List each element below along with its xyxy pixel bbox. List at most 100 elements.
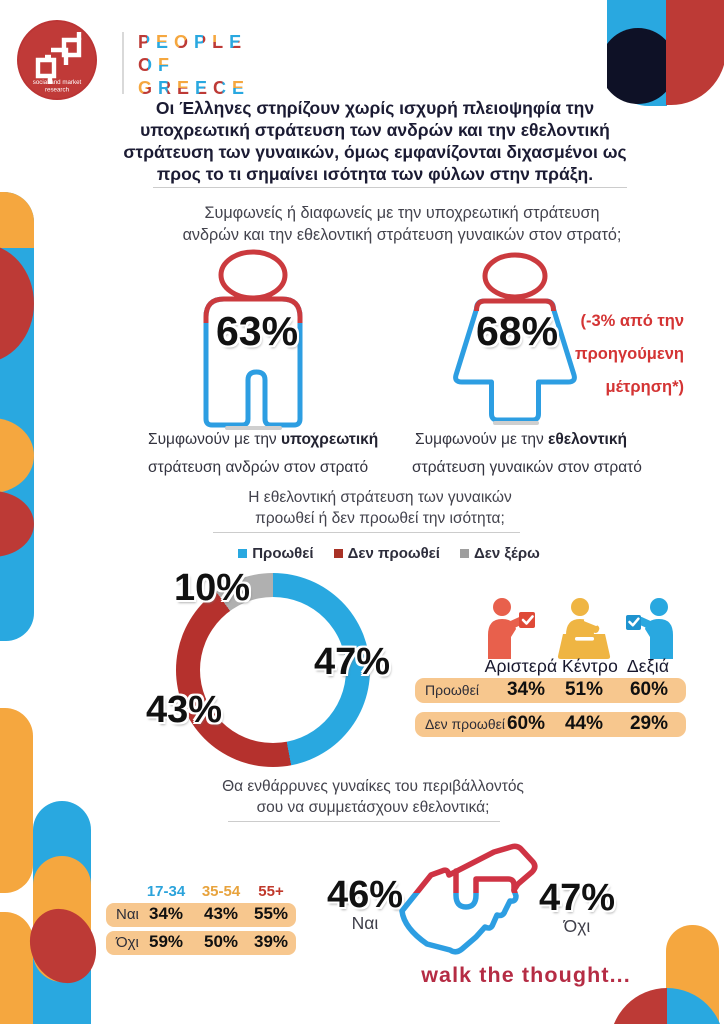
politics-value: 51%: [564, 679, 604, 700]
politics-value: 29%: [629, 713, 669, 734]
wordmark-letter: E: [232, 78, 251, 98]
age-value: 55%: [253, 904, 289, 923]
question-3-line: σου να συμμετάσχουν εθελοντικά;: [256, 799, 490, 816]
question-3-line: Θα ενθάρρυνες γυναίκες του περιβάλλοντός: [222, 778, 524, 795]
note-line: (-3% από την: [580, 312, 684, 330]
question-2-line: προωθεί ή δεν προωθεί την ισότητα;: [255, 510, 505, 527]
question-2: Η εθελοντική στράτευση των γυναικών προω…: [115, 487, 645, 529]
legend-label: Δεν ξέρω: [473, 545, 540, 562]
tagline: walk the thought...: [421, 963, 631, 987]
wordmark-letter: E: [177, 78, 196, 98]
decor-left-orange-block: [0, 192, 34, 248]
question-1-line: Συμφωνείς ή διαφωνείς με την υποχρεωτική…: [204, 204, 600, 222]
age-column-17-34: 17-34: [146, 883, 186, 900]
male-figure-icon: [203, 249, 303, 430]
decor-left-red-blob: [0, 244, 34, 363]
brand-wordmark: PEOPLE OF GREECE: [138, 31, 250, 100]
wordmark-letter: O: [174, 32, 195, 52]
decor-left-red-blob-2: [0, 491, 34, 557]
age-value: 59%: [148, 932, 184, 951]
donut-label-not-promotes: 43%: [145, 689, 223, 731]
age-row-label: Ναι: [116, 906, 139, 923]
headline-line: υποχρεωτική στράτευση των ανδρών και την…: [140, 120, 610, 140]
headline-line: στράτευση των γυναικών, όμως εμφανίζοντα…: [123, 142, 627, 162]
note-line: προηγούμενη: [574, 345, 684, 363]
politics-row-promotes: Προωθεί 34% 51% 60%: [415, 678, 686, 703]
politics-column-left: Αριστερά: [484, 656, 558, 676]
question-2-separator: [213, 532, 520, 533]
qed-logo-icon: social and market research: [17, 20, 97, 100]
female-percentage: 68%: [475, 308, 559, 354]
wordmark-letter: R: [158, 78, 178, 98]
wordmark-letter: P: [138, 32, 157, 52]
age-row-label: Όχι: [116, 934, 139, 951]
female-caption-line2: στράτευση γυναικών στον στρατό: [412, 459, 642, 476]
female-caption: Συμφωνούν με την εθελοντική στράτευση γυ…: [412, 426, 642, 482]
legend-swatch-blue: [238, 549, 248, 558]
decor-topright-red: [666, 0, 724, 105]
age-column-55plus: 55+: [258, 883, 284, 900]
question-1-line: ανδρών και την εθελοντική στράτευση γυνα…: [182, 226, 622, 244]
wordmark-letter: P: [194, 32, 213, 52]
age-value: 50%: [203, 932, 239, 951]
male-caption-line2: στράτευση ανδρών στον στρατό: [148, 459, 369, 476]
politics-row-label: Δεν προωθεί: [425, 716, 505, 732]
legend-item-dont-know: Δεν ξέρω: [459, 545, 540, 562]
legend-label: Δεν προωθεί: [347, 545, 440, 562]
wordmark-line: GREECE: [138, 77, 250, 100]
decor-left-orange-blob: [0, 418, 34, 493]
decor-topright-navy-circle: [607, 28, 667, 104]
decor-bottomleft-orange-strip: [0, 708, 33, 893]
wordmark-letter: F: [158, 55, 176, 75]
wordmark-letter: C: [213, 78, 233, 98]
logo-subtext-1: social and market: [33, 79, 82, 86]
note-line: μέτρηση*): [605, 378, 684, 396]
wordmark-line: OF: [138, 54, 250, 77]
female-figure-icon: [453, 252, 577, 425]
donut-hole: [200, 597, 346, 743]
legend-label: Προωθεί: [252, 545, 314, 562]
wordmark-letter: L: [212, 32, 230, 52]
voter-icon-left: [488, 598, 535, 659]
wordmark-letter: G: [138, 78, 159, 98]
politics-column-right: Δεξιά: [626, 656, 670, 676]
voter-icon-center: [557, 598, 611, 659]
age-value: 34%: [148, 904, 184, 923]
headline: Οι Έλληνες στηρίζουν χωρίς ισχυρή πλειοψ…: [90, 97, 660, 185]
politics-row-label: Προωθεί: [425, 682, 479, 698]
male-caption: Συμφωνούν με την υποχρεωτική στράτευση α…: [148, 426, 378, 482]
politics-column-center: Κέντρο: [561, 656, 619, 676]
age-row-no: Όχι 59% 50% 39%: [106, 931, 296, 955]
wordmark-letter: E: [229, 32, 248, 52]
encourage-yes-label: Ναι: [351, 913, 379, 933]
headline-separator: [153, 187, 627, 188]
wordmark-letter: E: [195, 78, 214, 98]
politics-row-not-promotes: Δεν προωθεί 60% 44% 29%: [415, 712, 686, 737]
female-caption-line1: Συμφωνούν με την εθελοντική: [415, 431, 627, 448]
politics-value: 60%: [629, 679, 669, 700]
age-row-yes: Ναι 34% 43% 55%: [106, 903, 296, 927]
male-percentage: 63%: [215, 308, 299, 354]
age-value: 43%: [203, 904, 239, 923]
age-value: 39%: [253, 932, 289, 951]
decor-topright-navy-clip: [607, 0, 667, 106]
question-3-separator: [228, 821, 500, 822]
brand-logo: social and market research: [17, 20, 97, 100]
encourage-no-label: Όχι: [563, 916, 591, 936]
donut-label-promotes: 47%: [313, 641, 391, 683]
voter-icon-right: [626, 598, 673, 659]
headline-line: προς το τι σημαίνει ισότητα των φύλων στ…: [156, 164, 594, 184]
decor-left-strip: [0, 192, 34, 641]
politics-value: 60%: [506, 713, 546, 734]
question-3: Θα ενθάρρυνες γυναίκες του περιβάλλοντός…: [108, 776, 638, 818]
encourage-no-percentage: 47%: [538, 877, 616, 919]
question-2-line: Η εθελοντική στράτευση των γυναικών: [248, 489, 512, 506]
previous-measurement-note: (-3% από την προηγούμενη μέτρηση*): [556, 305, 684, 404]
legend-swatch-red: [333, 549, 343, 558]
handshake-icon: [399, 843, 538, 955]
donut-label-dont-know: 10%: [173, 567, 251, 609]
encourage-yes-percentage: 46%: [326, 874, 404, 916]
donut-chart: [176, 573, 370, 767]
legend-item-not-promotes: Δεν προωθεί: [333, 545, 440, 562]
